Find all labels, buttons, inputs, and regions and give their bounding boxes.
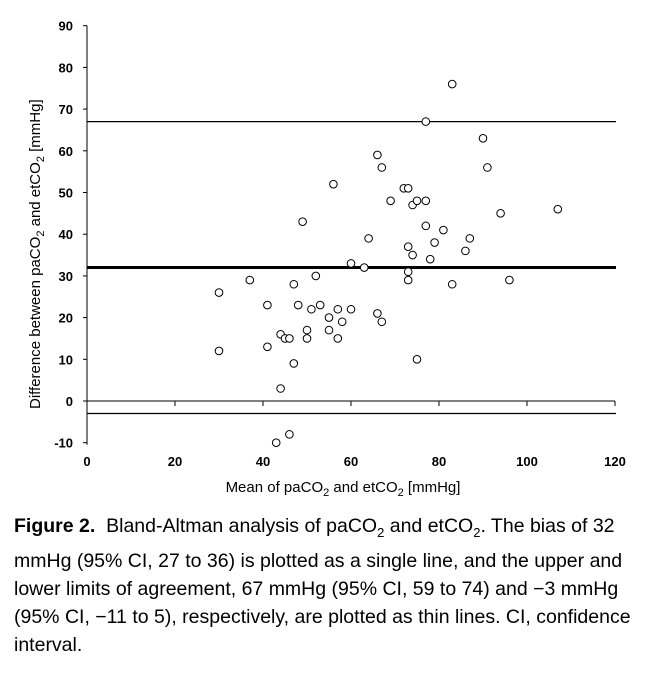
data-point bbox=[324, 313, 334, 322]
data-point bbox=[285, 334, 294, 343]
data-point bbox=[346, 304, 356, 314]
x-tick-label: 0 bbox=[83, 454, 90, 469]
x-tick-label: 40 bbox=[256, 454, 270, 469]
data-point bbox=[298, 217, 307, 226]
data-point bbox=[315, 300, 325, 310]
data-point bbox=[496, 209, 505, 218]
data-point bbox=[439, 225, 448, 235]
data-point bbox=[214, 346, 224, 356]
data-point bbox=[307, 304, 316, 314]
data-point bbox=[412, 355, 422, 364]
data-point bbox=[329, 179, 338, 189]
figure-caption: Figure 2. Bland-Altman analysis of paCO2… bbox=[14, 512, 646, 659]
data-point bbox=[311, 271, 321, 281]
y-tick-label: 40 bbox=[59, 227, 73, 242]
caption-sub-2: 2 bbox=[473, 524, 481, 540]
x-tick-label: 120 bbox=[604, 454, 626, 469]
data-point bbox=[478, 133, 488, 143]
y-tick-label: 0 bbox=[66, 394, 73, 409]
data-point bbox=[285, 430, 294, 439]
data-point bbox=[430, 238, 439, 247]
data-point bbox=[263, 300, 272, 310]
x-tick-label: 20 bbox=[168, 454, 182, 469]
x-axis-ticks: 0 20 40 60 80 100 120 bbox=[83, 401, 626, 469]
caption-text-1: Bland-Altman analysis of paCO bbox=[106, 515, 378, 537]
x-axis-title: Mean of paCO2 and etCO2 [mmHg] bbox=[226, 479, 461, 499]
y-tick-label: 80 bbox=[59, 60, 73, 75]
data-point bbox=[333, 334, 343, 343]
data-point bbox=[403, 242, 413, 252]
x-tick-label: 100 bbox=[516, 454, 538, 469]
x-tick-label: 80 bbox=[432, 454, 446, 469]
data-point bbox=[293, 300, 303, 310]
data-point bbox=[403, 267, 413, 277]
data-point bbox=[412, 196, 422, 206]
y-axis-title: Difference between paCO2 and etCO2 [mmHg… bbox=[27, 99, 47, 409]
y-tick-label: 90 bbox=[59, 19, 73, 34]
data-point bbox=[333, 304, 343, 314]
caption-label: Figure 2. bbox=[14, 515, 96, 537]
data-point bbox=[271, 438, 281, 448]
caption-text-2: and etCO bbox=[384, 515, 474, 537]
data-point bbox=[377, 317, 387, 327]
data-point bbox=[421, 196, 431, 206]
data-point bbox=[377, 163, 387, 172]
y-tick-label: 70 bbox=[59, 102, 73, 117]
data-point bbox=[263, 342, 272, 352]
data-point bbox=[373, 150, 382, 160]
data-point bbox=[289, 279, 299, 289]
x-tick-label: 60 bbox=[344, 454, 358, 469]
data-point bbox=[386, 196, 395, 206]
data-point bbox=[214, 288, 224, 297]
data-point bbox=[505, 275, 514, 285]
data-point bbox=[403, 184, 413, 193]
data-point bbox=[421, 117, 431, 126]
data-point bbox=[324, 325, 334, 335]
data-point bbox=[461, 246, 470, 256]
y-axis-ticks: -10 0 10 20 30 40 50 60 70 80 90 bbox=[54, 19, 87, 451]
y-tick-label: 20 bbox=[59, 311, 73, 326]
caption-sub-1: 2 bbox=[377, 524, 385, 540]
data-point bbox=[408, 250, 417, 260]
data-point bbox=[289, 359, 299, 368]
data-point bbox=[483, 163, 492, 172]
data-point bbox=[364, 234, 373, 243]
data-point bbox=[403, 275, 413, 285]
caption-text-3: . The bias of 32 mmHg (95% CI, 27 to 36)… bbox=[14, 515, 631, 656]
data-point bbox=[373, 309, 382, 318]
data-point bbox=[245, 275, 255, 285]
data-point bbox=[359, 263, 369, 272]
data-point bbox=[421, 221, 431, 231]
y-tick-label: -10 bbox=[54, 436, 73, 451]
data-point bbox=[425, 254, 435, 264]
axes bbox=[86, 25, 615, 445]
data-point bbox=[302, 334, 312, 343]
data-point bbox=[276, 384, 285, 393]
data-points bbox=[214, 79, 563, 448]
data-point bbox=[553, 204, 563, 214]
y-tick-label: 30 bbox=[59, 269, 73, 284]
y-tick-label: 50 bbox=[59, 186, 73, 201]
data-point bbox=[465, 234, 475, 243]
data-point bbox=[447, 279, 457, 289]
y-tick-label: 60 bbox=[59, 144, 73, 159]
data-point bbox=[447, 79, 457, 89]
data-point bbox=[302, 325, 312, 335]
data-point bbox=[337, 317, 347, 327]
data-point bbox=[346, 259, 356, 268]
bland-altman-chart: -10 0 10 20 30 40 50 60 70 80 90 0 20 40 60 80 100 120 M… bbox=[27, 19, 626, 499]
y-tick-label: 10 bbox=[59, 352, 73, 367]
